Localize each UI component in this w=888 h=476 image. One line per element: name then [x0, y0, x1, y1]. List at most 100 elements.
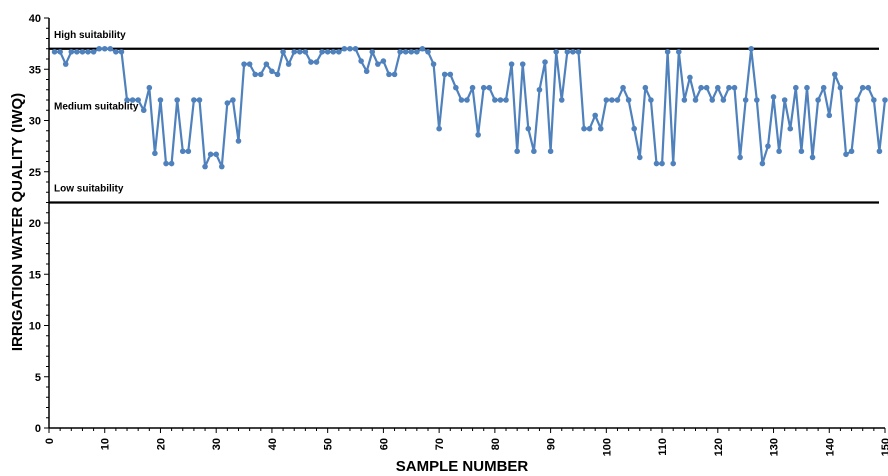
data-point [202, 163, 208, 170]
data-point [414, 49, 420, 55]
data-point [636, 154, 643, 161]
x-axis-title: SAMPLE NUMBER [396, 458, 529, 475]
data-point [146, 84, 153, 91]
data-point [163, 160, 169, 167]
x-tick-label: 50 [323, 438, 335, 450]
data-point [531, 148, 537, 155]
x-axis: 0 10 20 30 40 50 60 70 80 90 100 110 120 130 140 150 [44, 427, 888, 456]
x-tick-label: 140 [824, 438, 836, 456]
data-point [179, 148, 186, 155]
data-point [129, 97, 136, 103]
data-point [302, 49, 309, 55]
y-tick-label: 30 [29, 116, 41, 128]
data-point [51, 49, 58, 55]
data-point [664, 49, 671, 55]
data-point [96, 45, 102, 52]
data-point [648, 97, 654, 103]
data-point [68, 49, 75, 55]
data-point [419, 45, 426, 52]
data-point [614, 97, 621, 103]
y-tick-label: 35 [29, 64, 41, 76]
data-point [765, 143, 771, 149]
data-point [185, 148, 192, 155]
data-point [754, 97, 760, 103]
data-point [497, 97, 504, 103]
data-point [848, 148, 855, 155]
data-point [157, 97, 164, 103]
data-point [425, 49, 431, 55]
data-point [542, 59, 548, 65]
data-point [675, 49, 682, 55]
data-point [837, 84, 844, 91]
data-point [57, 49, 63, 55]
data-point [826, 112, 833, 119]
data-point [152, 150, 158, 157]
data-point [742, 97, 749, 103]
data-point [553, 49, 559, 55]
data-point [631, 125, 637, 132]
data-point [687, 74, 693, 81]
series-line [54, 47, 887, 168]
y-tick-label: 10 [29, 321, 41, 333]
data-point [85, 49, 91, 55]
data-point [536, 86, 543, 93]
data-point [402, 49, 409, 55]
data-point [503, 97, 509, 103]
data-point [670, 160, 677, 167]
x-tick-label: 90 [546, 438, 558, 450]
y-tick-label: 25 [29, 167, 41, 179]
data-point [620, 84, 626, 91]
x-tick-label: 100 [601, 438, 613, 456]
data-point [709, 97, 716, 103]
data-point [453, 84, 459, 91]
data-point [140, 107, 147, 114]
data-point [698, 84, 704, 91]
data-point [363, 68, 370, 75]
data-point [107, 45, 114, 52]
data-point [787, 125, 794, 132]
data-point [692, 97, 699, 103]
data-point [375, 61, 381, 67]
data-point [241, 61, 247, 67]
data-point [308, 59, 314, 65]
data-point [358, 58, 364, 64]
data-point [397, 49, 403, 55]
data-point [285, 61, 292, 67]
data-point [196, 97, 203, 103]
data-point [876, 148, 883, 155]
data-point [726, 84, 732, 91]
data-point [703, 84, 710, 91]
data-point [386, 71, 392, 78]
data-point [625, 97, 632, 103]
data-point [798, 148, 805, 155]
data-point [781, 97, 788, 103]
data-point [408, 49, 415, 55]
data-point [369, 49, 376, 55]
data-point [280, 49, 286, 55]
data-point [731, 84, 738, 91]
y-tick-label: 40 [29, 13, 41, 25]
data-point [843, 151, 849, 158]
data-point [715, 84, 721, 91]
data-point [469, 84, 476, 91]
data-point [659, 160, 665, 167]
x-tick-label: 60 [378, 438, 390, 450]
data-point [291, 49, 298, 55]
data-point [820, 84, 827, 91]
data-point [135, 97, 141, 103]
y-axis: 0 5 10 15 20 25 30 35 40 [29, 13, 50, 435]
data-point [547, 148, 554, 155]
data-point [832, 71, 838, 78]
data-point [737, 154, 743, 161]
data-point [269, 68, 275, 75]
x-tick-label: 10 [100, 438, 112, 450]
data-point [486, 84, 493, 91]
x-tick-label: 0 [44, 438, 56, 444]
data-point [168, 160, 175, 167]
data-point [174, 97, 180, 103]
data-point [391, 71, 398, 78]
data-point [865, 84, 872, 91]
data-point [257, 71, 264, 78]
data-point [464, 97, 470, 103]
